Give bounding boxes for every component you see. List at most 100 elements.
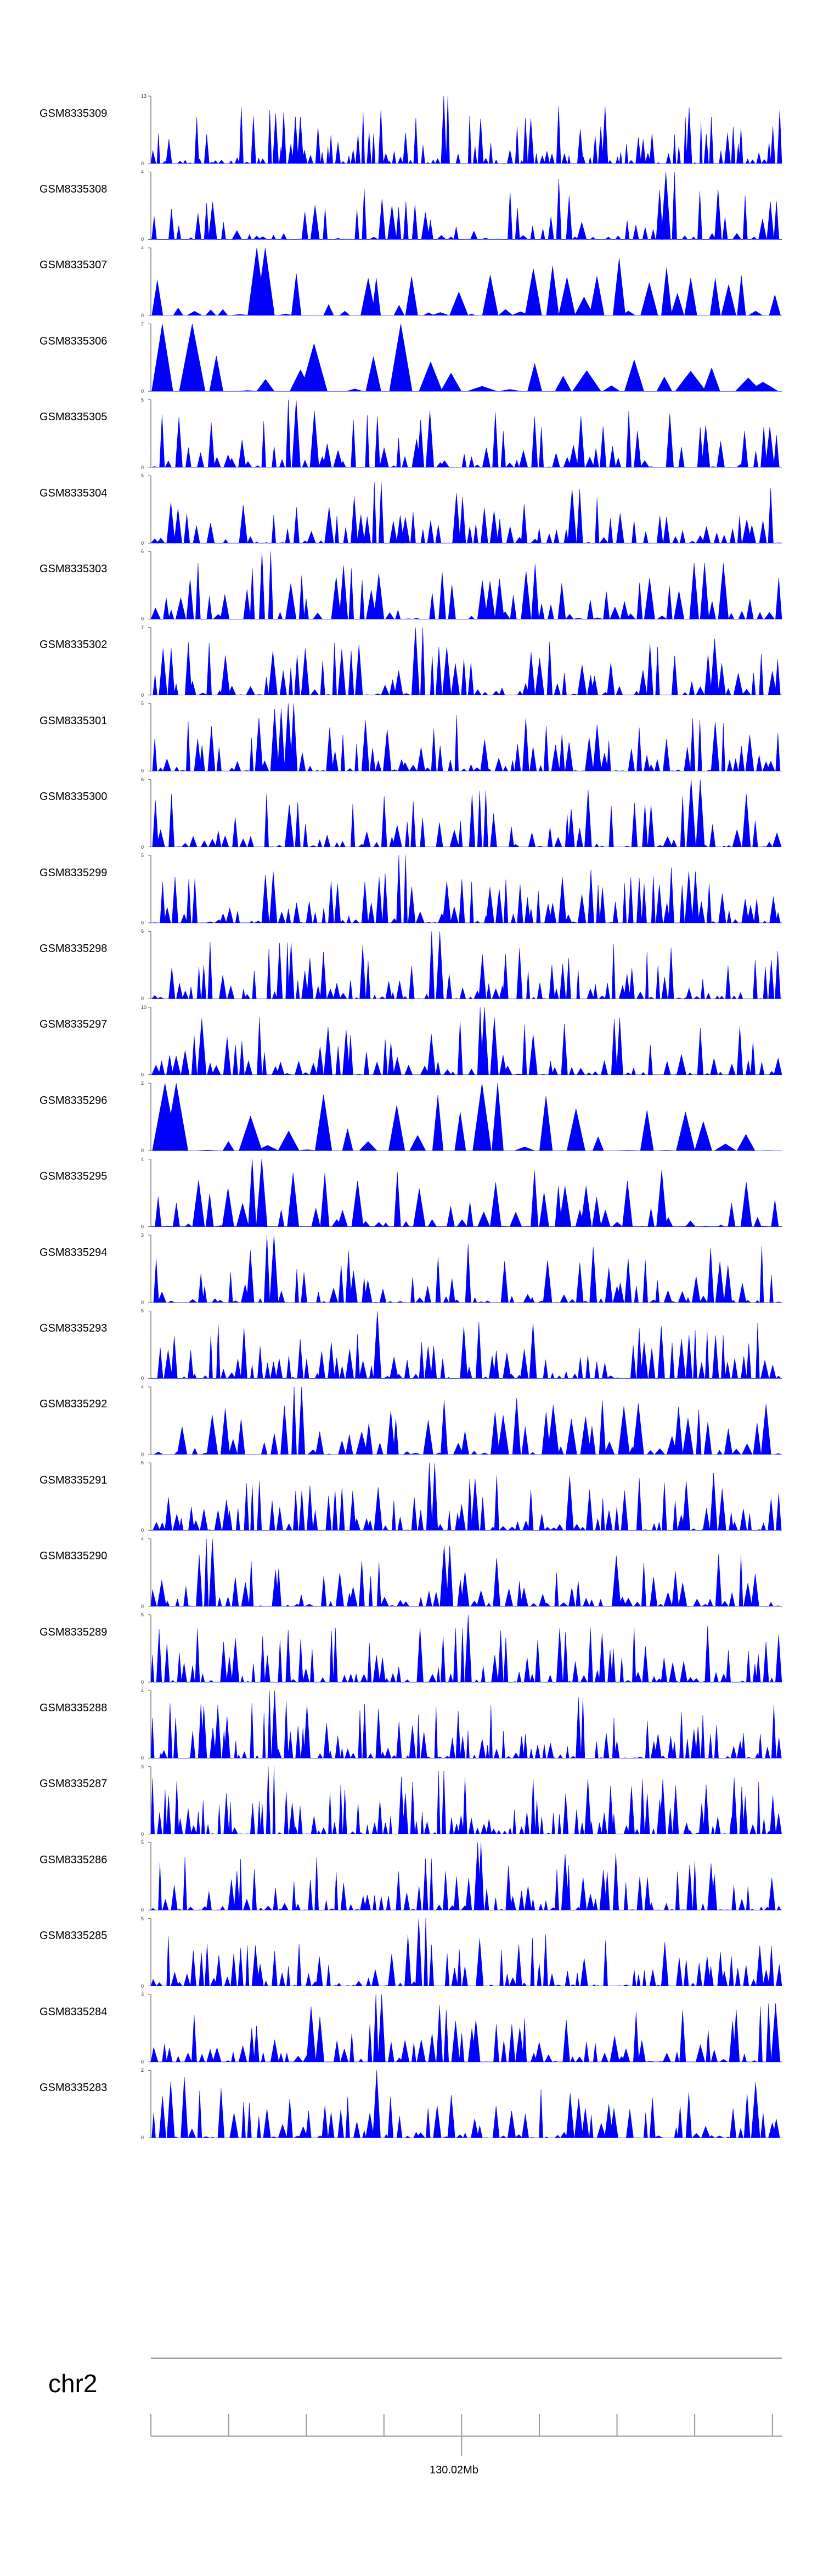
coverage-area (150, 1766, 782, 1835)
coverage-area (151, 172, 782, 240)
y-axis-max-label: 3 (141, 1763, 144, 1769)
track-label: GSM8335294 (40, 1246, 108, 1259)
y-axis-min-label: 0 (141, 844, 144, 850)
coverage-area (151, 1159, 782, 1227)
track-label: GSM8335287 (40, 1778, 108, 1790)
track-label: GSM8335296 (40, 1094, 108, 1107)
y-axis-min-label: 0 (141, 1755, 144, 1761)
coverage-area (151, 1083, 782, 1151)
y-axis-min-label: 0 (141, 1831, 144, 1837)
track-label: GSM8335291 (40, 1474, 108, 1486)
y-axis-min-label: 0 (141, 1300, 144, 1305)
track-label: GSM8335307 (40, 259, 108, 272)
y-axis-min-label: 0 (141, 161, 144, 166)
y-axis-max-label: 4 (141, 1156, 144, 1162)
y-axis-min-label: 0 (141, 1224, 144, 1230)
coverage-area (150, 1994, 782, 2062)
y-axis-min-label: 0 (141, 1376, 144, 1382)
track-label: GSM8335283 (40, 2081, 108, 2094)
track-label: GSM8335286 (40, 1853, 108, 1866)
y-axis-min-label: 0 (141, 236, 144, 243)
y-axis-min-label: 0 (141, 1679, 144, 1685)
coverage-area (150, 95, 782, 164)
chromosome-label: chr2 (48, 2369, 98, 2398)
y-axis-max-label: 4 (141, 1384, 144, 1390)
y-axis-max-label: 13 (141, 93, 147, 99)
coverage-area (150, 399, 782, 468)
y-axis-max-label: 5 (141, 1840, 144, 1846)
coverage-area (151, 1007, 782, 1075)
track-label: GSM8335300 (40, 791, 108, 803)
track-label: GSM8335295 (40, 1170, 108, 1183)
y-axis-min-label: 0 (141, 2135, 144, 2141)
y-axis-max-label: 6 (141, 928, 144, 934)
coverage-area (151, 855, 782, 923)
y-axis-min-label: 0 (141, 768, 144, 774)
track-label: GSM8335299 (40, 866, 108, 879)
y-axis-min-label: 0 (141, 692, 144, 698)
track-label: GSM8335309 (40, 107, 108, 120)
coverage-area (151, 1311, 782, 1379)
y-axis-max-label: 2 (141, 1080, 144, 1086)
coverage-area (151, 931, 782, 999)
track-label: GSM8335288 (40, 1701, 108, 1714)
y-axis-max-label: 4 (141, 1688, 144, 1694)
y-axis-min-label: 0 (141, 616, 144, 622)
track-label: GSM8335298 (40, 942, 108, 955)
track-label: GSM8335289 (40, 1626, 108, 1638)
coverage-area (150, 482, 782, 544)
y-axis-max-label: 5 (141, 397, 144, 403)
y-axis-max-label: 5 (141, 1612, 144, 1617)
track-label: GSM8335308 (40, 183, 108, 195)
y-axis-min-label: 0 (141, 2059, 144, 2065)
track-label: GSM8335306 (40, 335, 108, 347)
track-label: GSM8335290 (40, 1550, 108, 1563)
coverage-area (150, 1918, 782, 1987)
y-axis-min-label: 0 (141, 312, 144, 318)
y-axis-max-label: 5 (141, 473, 144, 478)
coverage-area (150, 1690, 782, 1759)
y-axis-max-label: 5 (141, 1915, 144, 1921)
track-label: GSM8335297 (40, 1018, 108, 1031)
track-label: GSM8335284 (40, 2005, 108, 2018)
track-label: GSM8335285 (40, 1930, 108, 1942)
y-axis-min-label: 0 (141, 1527, 144, 1534)
coverage-area (151, 1386, 782, 1455)
coverage-area (150, 1538, 782, 1607)
coverage-area (151, 627, 782, 696)
y-axis-max-label: 4 (141, 1536, 144, 1542)
track-label: GSM8335305 (40, 411, 108, 424)
y-axis-min-label: 0 (141, 1983, 144, 1989)
y-axis-max-label: 3 (141, 1992, 144, 1997)
y-axis-max-label: 2 (141, 2067, 144, 2073)
y-axis-min-label: 0 (141, 388, 144, 394)
y-axis-min-label: 0 (141, 1072, 144, 1078)
coverage-area (151, 703, 782, 771)
coverage-area (151, 2070, 782, 2138)
y-axis-max-label: 5 (141, 853, 144, 858)
y-axis-max-label: 2 (141, 321, 144, 327)
coverage-area (150, 1614, 782, 1683)
coverage-area (150, 1842, 782, 1910)
y-axis-min-label: 0 (141, 464, 144, 470)
coverage-area (150, 551, 782, 619)
y-axis-min-label: 0 (141, 1907, 144, 1913)
y-axis-max-label: 5 (141, 701, 144, 707)
track-label: GSM8335302 (40, 639, 108, 651)
y-axis-max-label: 4 (141, 245, 144, 251)
y-axis-min-label: 0 (141, 920, 144, 926)
y-axis-min-label: 0 (141, 1451, 144, 1457)
track-label: GSM8335304 (40, 487, 108, 499)
y-axis-max-label: 6 (141, 1460, 144, 1466)
y-axis-max-label: 10 (141, 1004, 147, 1010)
y-axis-min-label: 0 (141, 1603, 144, 1609)
y-axis-max-label: 3 (141, 1232, 144, 1238)
track-label: GSM8335303 (40, 562, 108, 575)
coverage-area (151, 247, 782, 316)
y-axis-max-label: 6 (141, 549, 144, 555)
track-label: GSM8335301 (40, 714, 108, 727)
y-axis-min-label: 0 (141, 540, 144, 546)
coverage-area (151, 1463, 782, 1531)
